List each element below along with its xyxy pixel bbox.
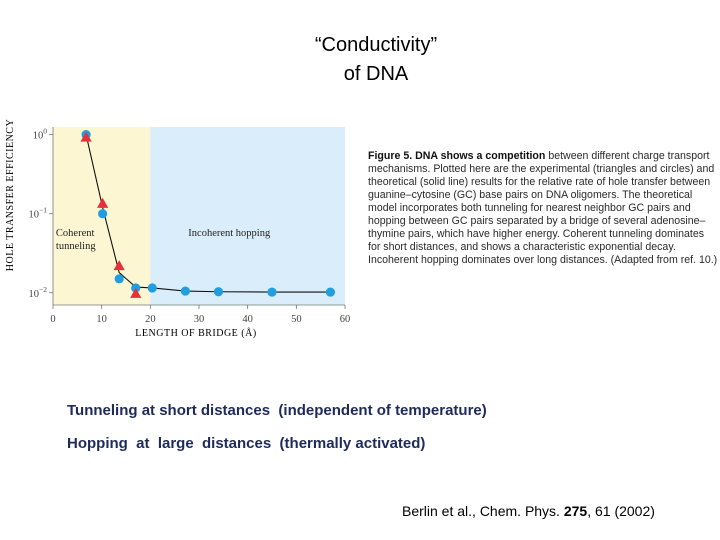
bullet-tunneling: Tunneling at short distances (independen…	[67, 402, 487, 419]
y-tick-base: 10	[29, 289, 40, 300]
y-tick-exponent: 0	[43, 127, 47, 136]
circle-point	[267, 287, 277, 297]
y-tick-label: 10−2	[29, 285, 48, 300]
x-tick-label: 60	[340, 314, 351, 325]
citation: Berlin et al., Chem. Phys. 275, 61 (2002…	[402, 503, 655, 519]
x-tick-label: 0	[50, 314, 55, 325]
citation-text: Berlin et al., Chem. Phys.	[402, 503, 564, 519]
y-axis-label: HOLE TRANSFER EFFICIENCY	[5, 119, 16, 271]
y-tick-label: 100	[33, 127, 48, 142]
region-label-tunneling-2: tunneling	[56, 241, 96, 252]
bullet-hopping: Hopping at large distances (thermally ac…	[67, 435, 426, 452]
y-tick-exponent: −1	[39, 206, 47, 215]
circle-point	[147, 283, 157, 293]
x-tick-label: 50	[291, 314, 302, 325]
x-tick-label: 30	[194, 314, 205, 325]
circle-point	[98, 209, 108, 219]
x-tick-label: 10	[96, 314, 107, 325]
y-tick-base: 10	[29, 210, 40, 221]
y-tick-label: 10−1	[29, 206, 48, 221]
figure-caption: Figure 5. DNA shows a competition betwee…	[368, 150, 718, 267]
circle-point	[180, 286, 190, 296]
triangle-point	[80, 131, 92, 142]
x-tick-label: 20	[145, 314, 156, 325]
x-tick-label: 40	[242, 314, 253, 325]
citation-pages: , 61 (2002)	[587, 503, 655, 519]
citation-volume: 275	[563, 503, 588, 519]
figure-caption-label: Figure 5. DNA shows a competition	[368, 150, 546, 162]
region-background-1	[150, 127, 345, 305]
y-tick-base: 10	[33, 131, 44, 142]
figure-caption-text: between different charge transport mecha…	[368, 150, 718, 266]
x-axis-label: LENGTH OF BRIDGE (Å)	[135, 327, 256, 339]
triangle-point	[97, 197, 109, 208]
region-label-hopping: Incoherent hopping	[188, 228, 271, 239]
circle-point	[114, 274, 124, 284]
circle-point	[325, 287, 335, 297]
slide-title-line2: of DNA	[343, 63, 409, 85]
circle-point	[213, 287, 224, 297]
region-label-tunneling-1: Coherent	[56, 228, 95, 239]
triangle-point	[113, 260, 125, 271]
triangle-point	[130, 287, 142, 298]
y-tick-exponent: −2	[39, 285, 47, 294]
slide-title-line1: “Conductivity”	[314, 34, 438, 56]
